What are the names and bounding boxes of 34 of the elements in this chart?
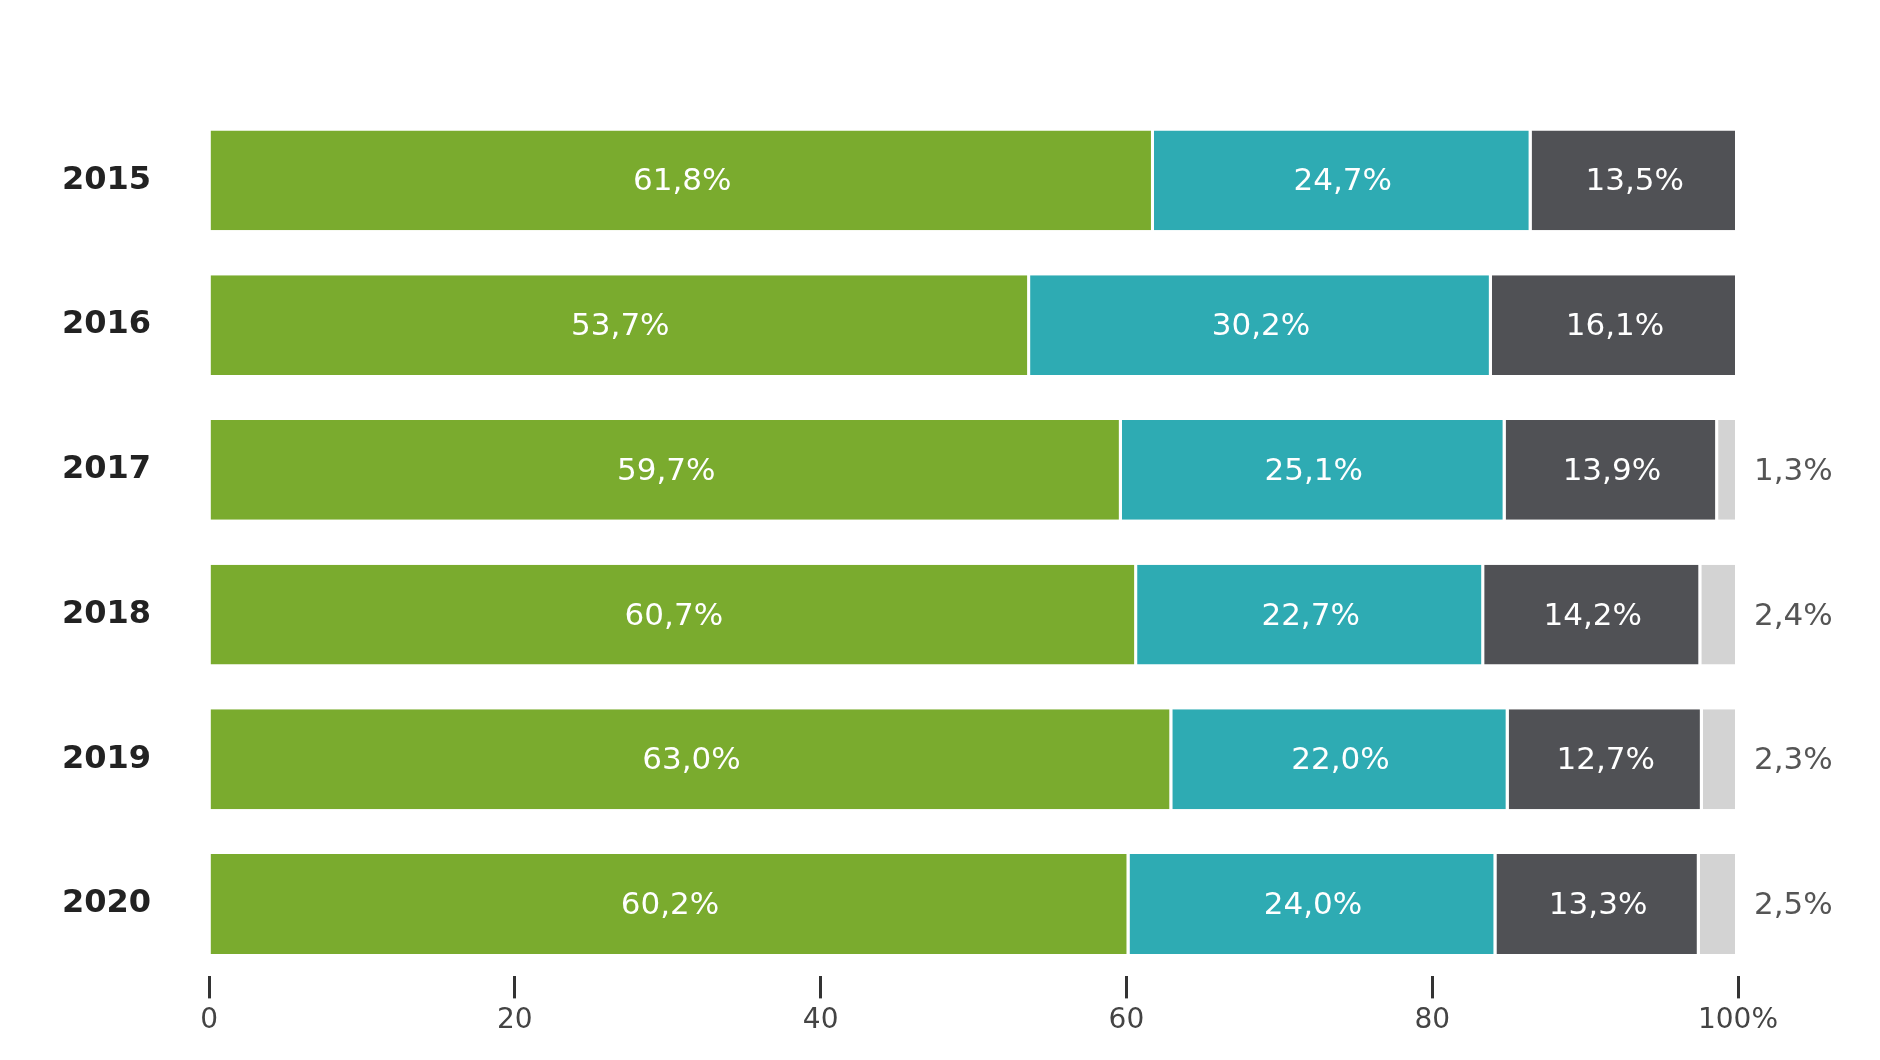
x-tick-label: 20: [497, 1002, 533, 1036]
data-label: 53,7%: [571, 306, 670, 343]
data-label: 24,0%: [1263, 885, 1363, 922]
y-tick-label: 2019: [62, 737, 152, 776]
y-tick-label: 2018: [62, 592, 152, 631]
y-tick-label: 2015: [62, 158, 152, 197]
data-label: 12,7%: [1556, 740, 1655, 777]
data-label: 16,1%: [1565, 306, 1665, 343]
x-tick-label: 100%: [1697, 1002, 1779, 1036]
data-label: 2,5%: [1754, 885, 1833, 922]
data-label: 22,7%: [1261, 595, 1360, 632]
data-label: 14,2%: [1543, 595, 1642, 632]
data-label: 60,7%: [624, 595, 724, 632]
data-label: 59,7%: [616, 450, 716, 487]
data-label: 22,0%: [1291, 740, 1390, 777]
y-tick-label: 2017: [62, 448, 152, 487]
data-label: 30,2%: [1211, 306, 1311, 343]
data-label: 13,3%: [1548, 885, 1648, 922]
data-label: 60,2%: [620, 885, 720, 922]
x-tick-label: 60: [1108, 1002, 1145, 1036]
data-label: 2,3%: [1754, 740, 1833, 777]
y-tick-label: 2016: [62, 303, 152, 342]
data-label: 61,8%: [633, 161, 732, 198]
data-label: 13,5%: [1585, 161, 1685, 198]
data-label: 2,4%: [1754, 595, 1833, 632]
x-tick-label: 80: [1414, 1002, 1451, 1036]
x-tick-label: 0: [200, 1002, 218, 1036]
y-tick-label: 2020: [62, 882, 152, 921]
x-tick-label: 40: [802, 1002, 839, 1036]
data-label: 13,9%: [1562, 450, 1662, 487]
data-label: 24,7%: [1293, 161, 1393, 198]
data-label: 25,1%: [1264, 450, 1363, 487]
data-label: 1,3%: [1754, 450, 1833, 487]
data-label: 63,0%: [642, 740, 741, 777]
